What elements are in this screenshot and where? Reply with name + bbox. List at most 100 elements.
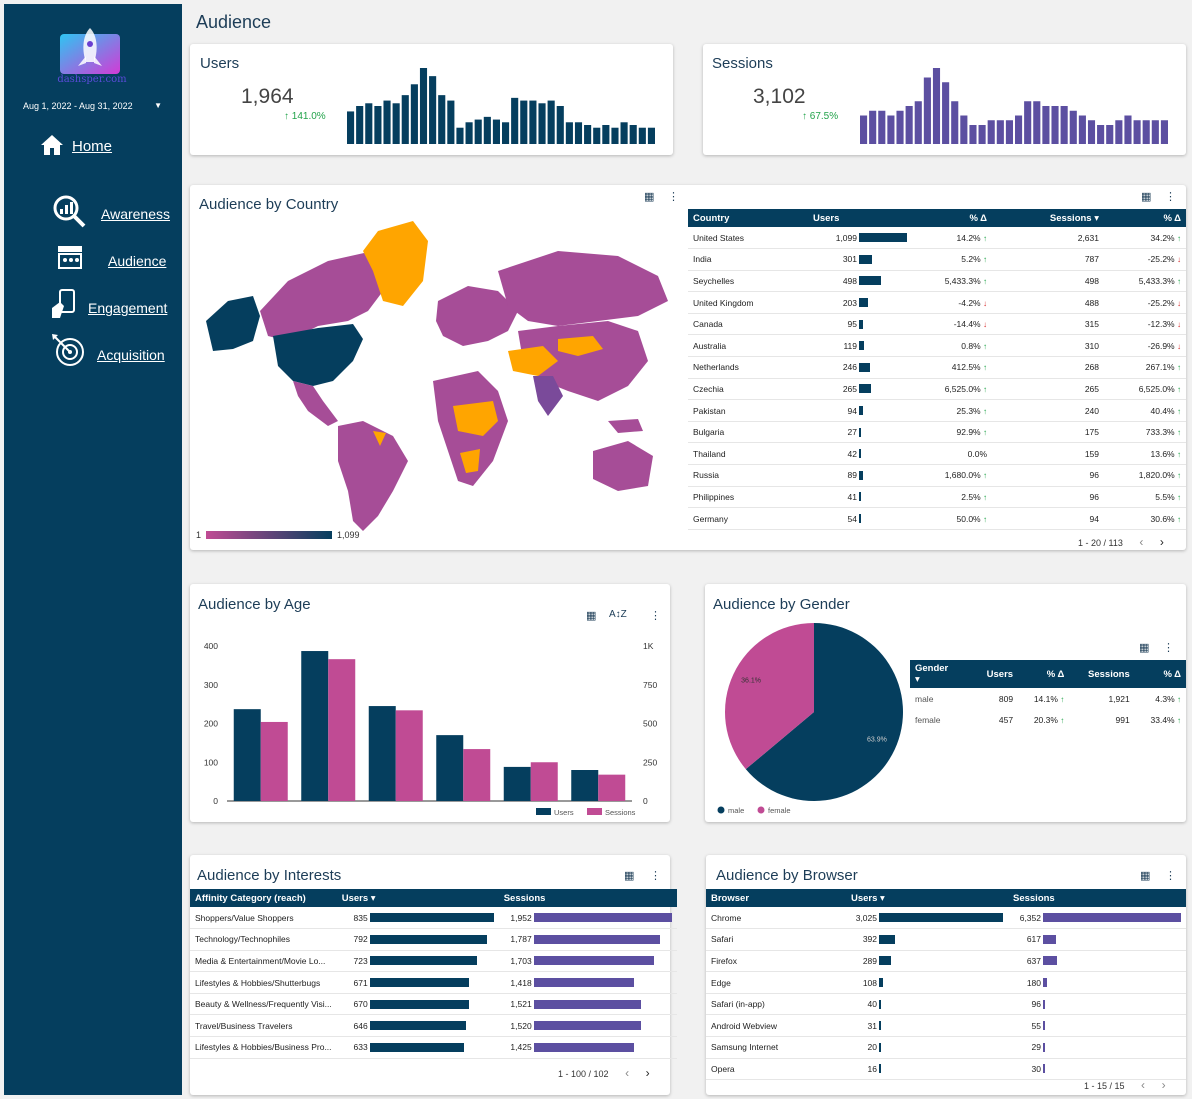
nav-acquisition[interactable]: Acquisition <box>97 347 165 363</box>
sessions-bar <box>1043 934 1057 944</box>
table-row[interactable]: Australia 119 0.8% ↑ 310 -26.9% ↓ <box>688 334 1186 358</box>
col-sessions-delta[interactable]: % Δ <box>1134 660 1186 688</box>
more-options-icon[interactable]: ⋮ <box>1165 870 1176 882</box>
explore-table-icon[interactable]: ▦ <box>1141 191 1152 203</box>
table-row[interactable]: Canada 95 -14.4% ↓ 315 -12.3% ↓ <box>688 313 1186 336</box>
table-row[interactable]: Russia 89 1,680.0% ↑ 96 1,820.0% ↑ <box>688 464 1186 487</box>
table-row[interactable]: Travel/Business Travelers 646 1,520 <box>190 1014 677 1038</box>
browser-card-title: Audience by Browser <box>716 867 858 884</box>
users-bar <box>859 492 861 502</box>
nav-engagement[interactable]: Engagement <box>88 300 168 316</box>
table-row[interactable]: Safari (in-app) 40 96 <box>706 993 1186 1016</box>
sessions-delta: 5,433.3% ↑ <box>1104 270 1186 293</box>
country-name: Seychelles <box>688 270 808 293</box>
browser-table: Browser Users ▾ Sessions Chrome 3,025 6,… <box>706 889 1186 1081</box>
sessions-cell: 180 <box>1008 971 1186 994</box>
table-row[interactable]: Germany 54 50.0% ↑ 94 30.6% ↑ <box>688 507 1186 530</box>
col-browser[interactable]: Browser <box>706 889 846 907</box>
explore-table-icon[interactable]: ▦ <box>1139 642 1150 654</box>
table-row[interactable]: Netherlands 246 412.5% ↑ 268 267.1% ↑ <box>688 356 1186 379</box>
sparkline-bar <box>1087 120 1096 144</box>
users-value: 670 <box>353 999 368 1010</box>
users-bar <box>859 233 907 243</box>
table-row[interactable]: Shoppers/Value Shoppers 835 1,952 <box>190 907 677 930</box>
table-row[interactable]: Safari 392 617 <box>706 928 1186 951</box>
prev-page-icon[interactable]: ‹ <box>1141 1078 1146 1092</box>
more-options-icon[interactable]: ⋮ <box>650 610 661 622</box>
sessions-cell: 1,521 <box>498 993 677 1016</box>
next-page-icon[interactable]: › <box>1161 1078 1166 1092</box>
col-affinity[interactable]: Affinity Category (reach) <box>190 889 337 907</box>
table-row[interactable]: Thailand 42 0.0% 159 13.6% ↑ <box>688 442 1186 466</box>
explore-chart-icon[interactable]: ▦ <box>644 191 655 203</box>
explore-table-icon[interactable]: ▦ <box>624 870 635 882</box>
col-users-delta[interactable]: % Δ <box>912 209 992 227</box>
users-value: 498 <box>842 275 857 286</box>
users-delta: 5,433.3% ↑ <box>912 270 992 293</box>
table-row[interactable]: Lifestyles & Hobbies/Business Pro... 633… <box>190 1036 677 1059</box>
sort-az-icon[interactable]: A↕Z <box>609 609 627 620</box>
users-bar <box>879 1064 881 1074</box>
country-name: United Kingdom <box>688 291 808 314</box>
table-more-options-icon[interactable]: ⋮ <box>1165 191 1176 203</box>
explore-chart-icon[interactable]: ▦ <box>586 610 597 622</box>
table-row[interactable]: United States 1,099 14.2% ↑ 2,631 34.2% … <box>688 227 1186 250</box>
table-row[interactable]: Seychelles 498 5,433.3% ↑ 498 5,433.3% ↑ <box>688 270 1186 293</box>
sparkline-bar <box>365 103 373 144</box>
table-row[interactable]: United Kingdom 203 -4.2% ↓ 488 -25.2% ↓ <box>688 291 1186 314</box>
col-gender[interactable]: Gender ▾ <box>910 660 972 688</box>
table-row[interactable]: Lifestyles & Hobbies/Shutterbugs 671 1,4… <box>190 971 677 994</box>
users-delta: 1,680.0% ↑ <box>912 464 992 487</box>
sessions-value: 159 <box>992 442 1104 466</box>
users-delta: 50.0% ↑ <box>912 507 992 530</box>
table-row[interactable]: Pakistan 94 25.3% ↑ 240 40.4% ↑ <box>688 399 1186 422</box>
nav-home[interactable]: Home <box>72 138 113 155</box>
more-options-icon[interactable]: ⋮ <box>1163 642 1174 654</box>
next-page-icon[interactable]: › <box>1159 535 1164 549</box>
col-sessions[interactable]: Sessions <box>1008 889 1186 907</box>
next-page-icon[interactable]: › <box>645 1066 650 1080</box>
col-users[interactable]: Users ▾ <box>846 889 1008 907</box>
sparkline-bar <box>1015 115 1023 144</box>
col-users-delta[interactable]: % Δ <box>1018 660 1070 688</box>
nav-audience[interactable]: Audience <box>108 253 167 269</box>
table-row[interactable]: Edge 108 180 <box>706 971 1186 994</box>
users-cell: 94 <box>808 399 912 422</box>
prev-page-icon[interactable]: ‹ <box>1139 535 1144 549</box>
sessions-value: 30 <box>1031 1063 1041 1074</box>
col-sessions[interactable]: Sessions <box>1069 660 1135 688</box>
col-sessions[interactable]: Sessions <box>498 889 677 907</box>
col-users[interactable]: Users <box>972 660 1019 688</box>
table-row[interactable]: Media & Entertainment/Movie Lo... 723 1,… <box>190 950 677 973</box>
nav-awareness[interactable]: Awareness <box>101 206 171 222</box>
table-row[interactable]: Firefox 289 637 <box>706 950 1186 973</box>
col-users[interactable]: Users ▾ <box>336 889 499 907</box>
date-range-picker[interactable]: Aug 1, 2022 - Aug 31, 2022 ▼ <box>10 92 176 120</box>
table-row[interactable]: Philippines 41 2.5% ↑ 96 5.5% ↑ <box>688 486 1186 509</box>
table-row[interactable]: Samsung Internet 20 29 <box>706 1036 1186 1059</box>
table-row[interactable]: Bulgaria 27 92.9% ↑ 175 733.3% ↑ <box>688 421 1186 444</box>
country-card: Audience by Country ▦ ⋮ ▦ ⋮ 1 1,099 Coun… <box>190 185 1186 550</box>
table-row[interactable]: Opera 16 30 <box>706 1058 1186 1081</box>
table-row[interactable]: Technology/Technophiles 792 1,787 <box>190 928 677 951</box>
row-label: Edge <box>706 971 846 994</box>
more-options-icon[interactable]: ⋮ <box>650 870 661 882</box>
table-row[interactable]: Czechia 265 6,525.0% ↑ 265 6,525.0% ↑ <box>688 378 1186 401</box>
table-row[interactable]: Beauty & Wellness/Frequently Visi... 670… <box>190 993 677 1016</box>
col-sessions-delta[interactable]: % Δ <box>1104 209 1186 227</box>
table-row[interactable]: Android Webview 31 55 <box>706 1014 1186 1038</box>
users-value: 20 <box>867 1042 877 1053</box>
col-sessions[interactable]: Sessions ▾ <box>992 209 1104 227</box>
table-row[interactable]: India 301 5.2% ↑ 787 -25.2% ↓ <box>688 248 1186 271</box>
prev-page-icon[interactable]: ‹ <box>625 1066 630 1080</box>
more-options-icon[interactable]: ⋮ <box>668 191 679 203</box>
table-row[interactable]: male 809 14.1% ↑ 1,921 4.3% ↑ <box>910 688 1186 710</box>
col-country[interactable]: Country <box>688 209 808 227</box>
table-row[interactable]: Chrome 3,025 6,352 <box>706 907 1186 930</box>
col-users[interactable]: Users <box>808 209 912 227</box>
country-pager: 1 - 20 / 113 ‹ › <box>1078 535 1164 549</box>
table-row[interactable]: female 457 20.3% ↑ 991 33.4% ↑ <box>910 710 1186 732</box>
sessions-value: 1,425 <box>510 1042 532 1053</box>
explore-table-icon[interactable]: ▦ <box>1140 870 1151 882</box>
users-cell: 20 <box>846 1036 1008 1059</box>
